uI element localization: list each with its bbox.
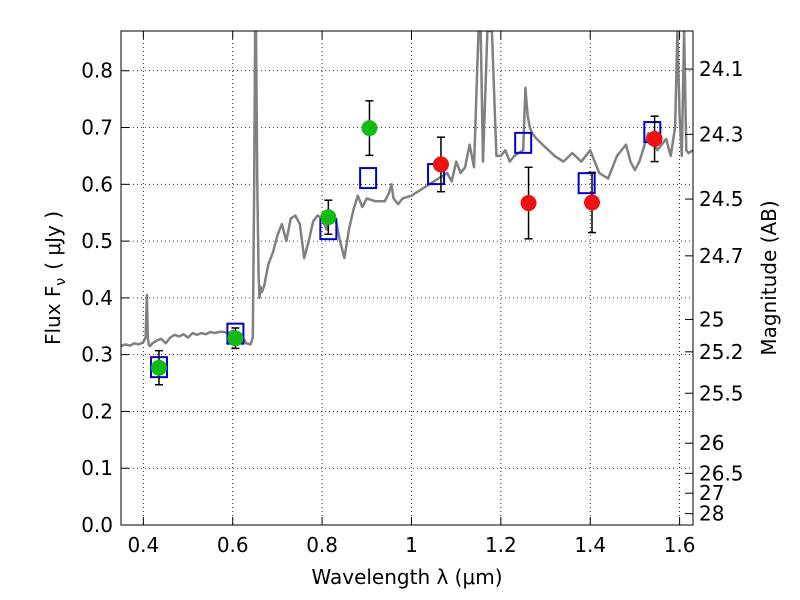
y-tick-label: 0.6 [81, 172, 113, 196]
y2-axis-label: Magnitude (AB) [757, 200, 781, 355]
observed-point [520, 195, 537, 212]
ticks: 0.4 0.6 0.8 1 1.2 1.4 1.6 0.0 0.1 0.2 0.3 0.4 0.5 0.6… [81, 31, 744, 557]
x-tick-label: 1 [405, 533, 418, 557]
y-axis-label-subscript: ν [53, 278, 69, 286]
plot-frame [120, 30, 694, 526]
observed-point [646, 130, 663, 147]
y2-tick-label: 26 [699, 431, 724, 455]
x-tick-label: 1.2 [485, 533, 517, 557]
x-tick-label: 0.6 [217, 533, 249, 557]
observed-point [361, 120, 378, 137]
y-tick-label: 0.8 [81, 59, 113, 83]
observed-point [432, 156, 449, 173]
y-tick-label: 0.0 [81, 513, 113, 537]
y2-tick-label: 25.5 [699, 381, 744, 405]
x-tick-label: 1.4 [574, 533, 606, 557]
y-tick-label: 0.1 [81, 456, 113, 480]
series-layer [121, 31, 693, 386]
y2-tick-label: 24.3 [699, 122, 744, 146]
x-tick-label: 0.8 [306, 533, 338, 557]
x-tick-label: 0.4 [127, 533, 159, 557]
y-tick-label: 0.2 [81, 399, 113, 423]
model-photometry-square [577, 172, 596, 195]
y-tick-label: 0.7 [81, 116, 113, 140]
x-tick-label: 1.6 [664, 533, 696, 557]
y-tick-label: 0.4 [81, 286, 113, 310]
y2-tick-label: 26.5 [699, 461, 744, 485]
observed-point [227, 330, 244, 347]
x-axis-label: Wavelength λ (μm) [311, 565, 502, 589]
y-axis-label: Flux Fν ( μJy ) [41, 211, 69, 345]
y2-tick-label: 27 [699, 481, 724, 505]
y2-tick-label: 25.2 [699, 340, 744, 364]
y2-tick-label: 24.7 [699, 244, 744, 268]
y2-tick-label: 24.1 [699, 57, 744, 81]
y-axis-label-unit: ( μJy ) [41, 211, 65, 270]
y2-tick-label: 24.5 [699, 187, 744, 211]
observed-point [584, 194, 601, 211]
model-photometry-square [514, 131, 533, 154]
model-photometry-square [359, 167, 378, 190]
observed-point [150, 359, 167, 376]
y-axis-label-main: Flux F [41, 286, 65, 345]
spectrum-line [121, 31, 693, 348]
y-tick-label: 0.3 [81, 343, 113, 367]
y2-tick-label: 28 [699, 502, 724, 526]
observed-point [320, 209, 337, 226]
y2-tick-label: 25 [699, 307, 724, 331]
y-tick-label: 0.5 [81, 229, 113, 253]
plot-background [121, 31, 693, 525]
